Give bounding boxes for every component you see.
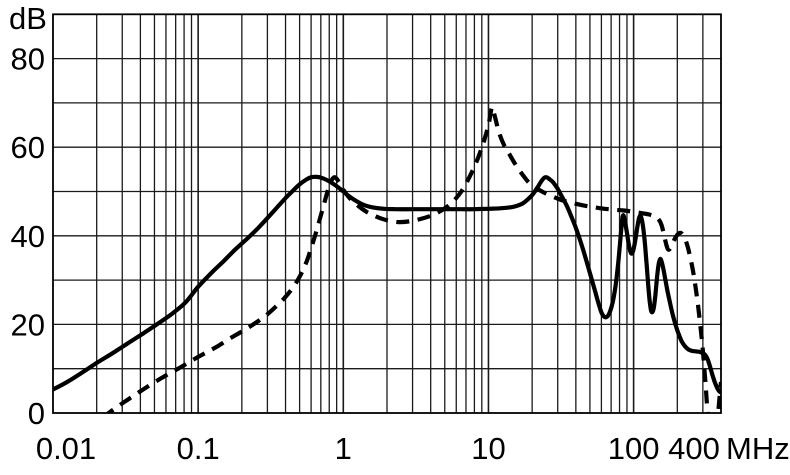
grid xyxy=(53,14,721,413)
x-tick-label: 10 xyxy=(471,431,505,466)
axis-labels: dB 80 60 40 20 00.01 0.1 1 10 100 400 MHz xyxy=(9,1,790,466)
solid-curve xyxy=(53,174,721,395)
x-tick-label: 100 xyxy=(608,431,660,466)
curves xyxy=(53,105,721,414)
x-tick-label: 400 xyxy=(668,431,720,466)
plot-frame xyxy=(52,13,722,414)
y-tick-label: 40 xyxy=(11,219,45,254)
y-tick-label: 20 xyxy=(11,307,45,342)
y-tick-label: 60 xyxy=(11,130,45,165)
x-axis-unit-label: MHz xyxy=(726,431,790,466)
x-tick-label: 1 xyxy=(335,431,352,466)
x-tick-label: 0.1 xyxy=(177,431,220,466)
dashed-curve xyxy=(105,105,721,414)
y-tick-label: 80 xyxy=(11,42,45,77)
y-axis-unit-label: dB xyxy=(9,1,47,36)
x-tick-label: 0.01 xyxy=(36,431,96,466)
y-tick-label: 0 xyxy=(28,396,45,431)
